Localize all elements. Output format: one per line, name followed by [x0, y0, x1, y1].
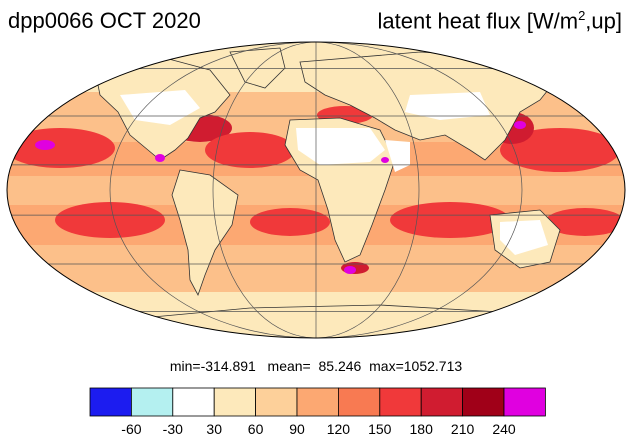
- stat-mean-value: 85.246: [318, 358, 362, 374]
- colorbar-tick-label: -60: [121, 421, 141, 437]
- south-atlantic-high: [250, 208, 330, 236]
- australia-desert: [500, 220, 548, 255]
- central-asia-desert: [405, 92, 490, 120]
- stat-min-label: min=: [169, 358, 201, 374]
- colorbar-tick-label: 240: [492, 421, 516, 437]
- colorbar-swatch: [213, 387, 256, 417]
- colorbar-tick-label: 60: [248, 421, 264, 437]
- colorbar-swatch: [296, 387, 339, 417]
- colorbar-tick-label: 180: [410, 421, 434, 437]
- colorbar-tick-label: 30: [206, 421, 222, 437]
- colorbar-swatch: [503, 387, 546, 417]
- graticule-meridian: [109, 42, 523, 338]
- variable-title-prefix: latent heat flux [W/m: [377, 8, 579, 34]
- variable-title: latent heat flux [W/m2,up]: [378, 8, 622, 34]
- colorbar-swatch: [337, 387, 381, 417]
- arabia: [385, 140, 410, 172]
- map-outline: [6, 41, 626, 339]
- colorbar-swatch: [420, 387, 464, 417]
- statistics-line: min=-314.891 mean= 85.246 max=1052.713: [0, 358, 632, 374]
- colorbar-swatch: [255, 387, 298, 417]
- north-pacific-west-high: [500, 128, 620, 172]
- colorbar-tick-label: 150: [368, 421, 392, 437]
- colorbar-tick-label: 210: [451, 421, 475, 437]
- sahara-desert: [296, 128, 385, 165]
- variable-title-exponent: 2: [578, 8, 586, 23]
- south-pacific-high: [55, 202, 165, 238]
- hotspot-gulf-of-mexico: [155, 154, 165, 162]
- hotspot-agulhas: [344, 266, 356, 274]
- world-map: [6, 41, 626, 339]
- colorbar-swatch: [130, 387, 174, 417]
- stat-min-value: -314.891: [200, 358, 256, 374]
- hotspot-japan: [514, 121, 526, 129]
- stat-mean-label: mean=: [267, 358, 311, 374]
- stat-max-label: max=: [369, 358, 404, 374]
- colorbar-tick-label: 120: [327, 421, 351, 437]
- south-america: [171, 169, 239, 296]
- colorbar-swatch: [379, 387, 422, 417]
- colorbar-tick-label: -30: [163, 421, 183, 437]
- hotspot-north-pacific: [35, 140, 55, 150]
- variable-title-suffix: ,up]: [585, 8, 622, 34]
- stat-max-value: 1052.713: [403, 358, 463, 374]
- graticule-meridian: [212, 42, 420, 338]
- colorbar-swatch: [172, 387, 215, 417]
- colorbar: -60 -30 30 60 90 120 150 180 210 240: [89, 387, 546, 437]
- graticule: [11, 42, 621, 338]
- colorbar-swatch: [462, 387, 505, 417]
- south-indian-high: [390, 202, 510, 238]
- hotspot-red-sea: [381, 157, 389, 163]
- page-title: dpp0066 OCT 2020: [8, 8, 201, 33]
- north-pacific-east-high: [7, 128, 115, 168]
- colorbar-swatch: [89, 387, 132, 417]
- north-atlantic-high: [205, 132, 295, 168]
- colorbar-tick-label: 90: [289, 421, 305, 437]
